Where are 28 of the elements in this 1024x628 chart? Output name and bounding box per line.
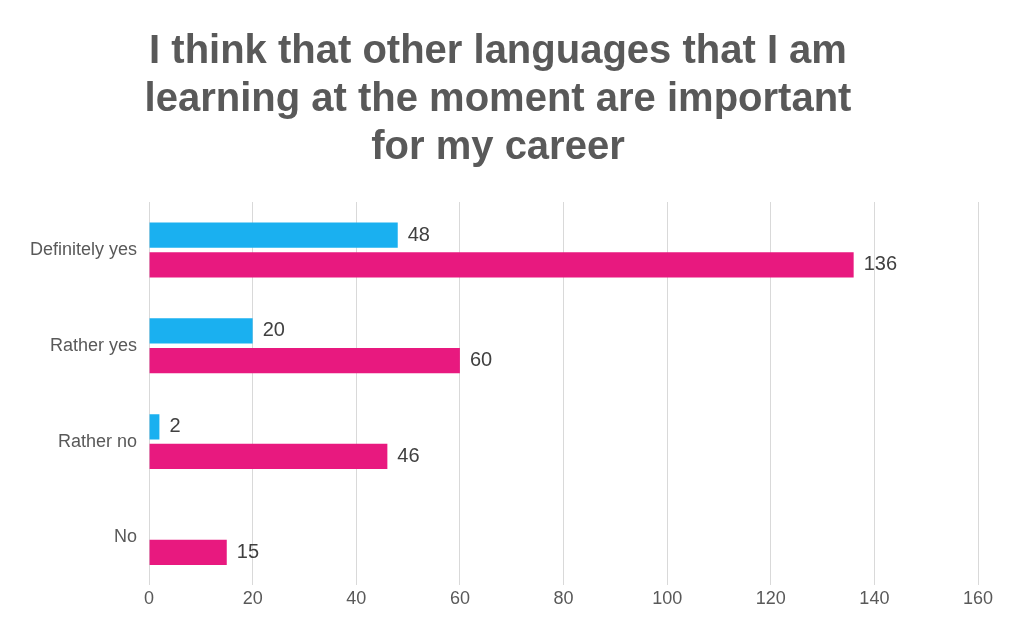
x-tick-label: 20 <box>242 588 263 609</box>
x-tick-label: 80 <box>553 588 574 609</box>
data-label: 46 <box>397 444 420 466</box>
y-tick-label: No <box>114 526 138 547</box>
data-label: 15 <box>236 539 260 562</box>
x-tick-label: 100 <box>652 588 683 609</box>
bar <box>149 414 160 440</box>
x-tick-label: 140 <box>859 588 890 609</box>
x-tick-label: 60 <box>449 588 470 609</box>
bar <box>149 443 388 470</box>
y-tick-label: Rather yes <box>50 334 138 355</box>
chart-title: I think that other languages that I am learning at the moment are important for my career <box>144 27 852 168</box>
x-tick-label: 120 <box>755 588 786 609</box>
y-tick-label: Definitely yes <box>30 238 138 259</box>
bar <box>149 252 854 278</box>
data-label: 2 <box>169 414 181 437</box>
x-tick-label: 0 <box>144 588 155 609</box>
data-label: 136 <box>863 252 898 275</box>
data-label: 60 <box>469 348 493 371</box>
x-tick-label: 160 <box>962 588 994 609</box>
data-label: 20 <box>262 318 285 341</box>
data-label: 48 <box>407 222 430 245</box>
bar <box>149 222 398 248</box>
bar <box>149 348 460 374</box>
y-tick-label: Rather no <box>57 430 138 451</box>
x-tick-label: 40 <box>346 588 367 609</box>
bar <box>149 318 253 344</box>
bar <box>149 539 227 565</box>
